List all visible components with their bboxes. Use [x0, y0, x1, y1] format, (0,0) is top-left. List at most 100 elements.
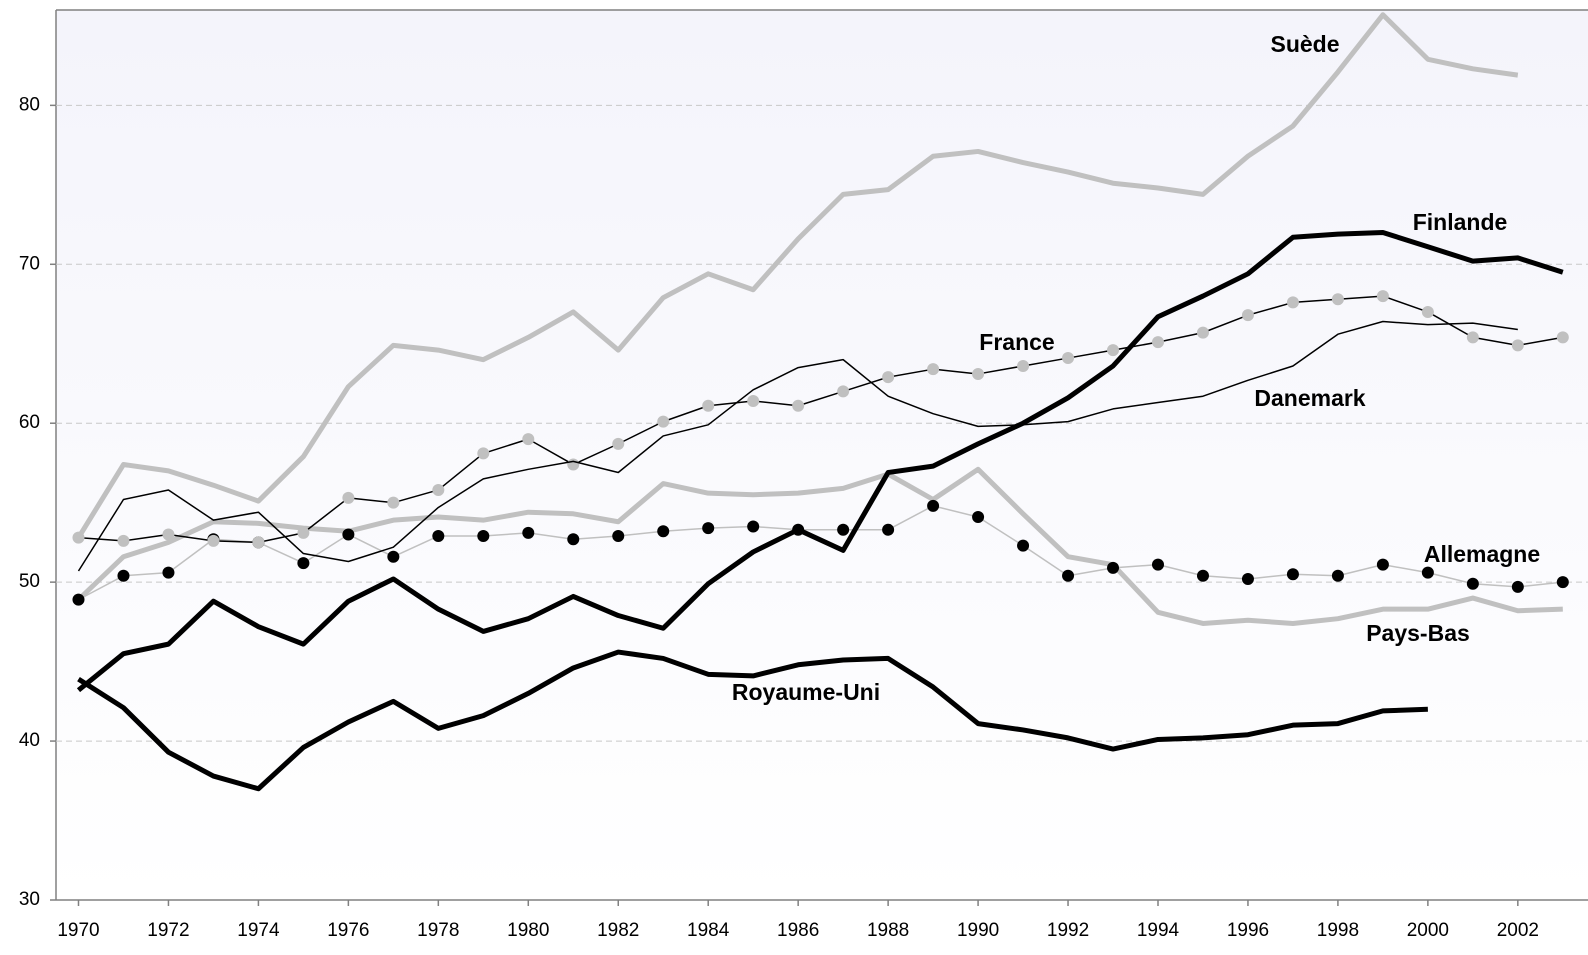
x-tick-label: 2000 [1407, 920, 1449, 941]
series-marker [927, 363, 940, 376]
series-marker [1062, 569, 1075, 582]
series-marker [702, 522, 715, 535]
series-marker [1286, 296, 1299, 309]
series-marker [1376, 290, 1389, 303]
series-marker [972, 367, 985, 380]
series-marker [1421, 305, 1434, 318]
x-tick-label: 1976 [327, 920, 369, 941]
y-tick-label: 80 [19, 94, 40, 115]
series-marker [567, 458, 580, 471]
x-tick-label: 1980 [507, 920, 549, 941]
series-marker [747, 394, 760, 407]
series-marker [1107, 561, 1120, 574]
series-marker [72, 593, 85, 606]
series-marker [747, 520, 760, 533]
series-marker [567, 533, 580, 546]
series-marker [657, 415, 670, 428]
x-tick-label: 1974 [237, 920, 280, 941]
series-marker [162, 566, 175, 579]
series-marker [1017, 360, 1030, 372]
x-tick-label: 1986 [777, 920, 819, 941]
series-marker [1241, 572, 1254, 585]
series-line [76, 230, 1564, 693]
series-marker [1556, 576, 1569, 589]
series-marker [882, 371, 895, 384]
series-marker [882, 523, 895, 536]
series-marker [612, 530, 625, 543]
series-marker [387, 496, 400, 509]
series-marker [1556, 331, 1569, 344]
series-label: Allemagne [1424, 541, 1540, 567]
series-label: Finlande [1413, 209, 1508, 235]
series-line [78, 295, 1563, 544]
series-marker [1241, 309, 1254, 322]
series-marker [837, 523, 850, 536]
series-marker [1017, 539, 1030, 552]
series-marker [1151, 558, 1164, 571]
x-tick-label: 1994 [1137, 920, 1180, 941]
series-line [77, 649, 1428, 792]
series-label: Danemark [1254, 385, 1365, 411]
x-tick-label: 1982 [597, 920, 639, 941]
series-marker [1062, 352, 1075, 365]
series-marker [522, 433, 535, 446]
series-marker [297, 557, 310, 570]
series-line [78, 505, 1563, 601]
y-tick-label: 50 [19, 571, 40, 592]
series-marker [1286, 568, 1299, 581]
series-marker [477, 447, 490, 460]
series-marker [792, 399, 805, 412]
series-marker [702, 399, 715, 412]
series-marker [387, 550, 400, 563]
x-tick-label: 1988 [867, 920, 909, 941]
series-marker [1151, 336, 1164, 349]
x-tick-label: 2002 [1497, 920, 1539, 941]
series-marker [1107, 344, 1120, 357]
x-tick-label: 1998 [1317, 920, 1359, 941]
series-marker [342, 491, 355, 504]
series-marker [1196, 326, 1209, 339]
series-marker [432, 530, 445, 543]
series-label: Royaume-Uni [732, 679, 880, 705]
series-marker [1511, 580, 1524, 593]
series-marker [1331, 569, 1344, 582]
series-label: France [979, 329, 1054, 355]
series-marker [342, 528, 355, 541]
series-marker [1466, 331, 1479, 344]
series-marker [1466, 577, 1479, 590]
series-line [76, 466, 1563, 626]
series-label: Suède [1270, 31, 1339, 57]
series-label: Pays-Bas [1366, 620, 1470, 646]
series-line [76, 12, 1519, 539]
series-marker [72, 531, 85, 544]
series-marker [252, 536, 265, 549]
x-tick-label: 1984 [687, 920, 730, 941]
x-tick-label: 1990 [957, 920, 999, 941]
series-marker [117, 569, 130, 582]
series-line [77, 320, 1518, 572]
series-marker [837, 385, 850, 398]
series-marker [612, 437, 625, 450]
series-marker [432, 483, 445, 496]
series-marker [927, 499, 940, 512]
y-tick-label: 60 [19, 412, 40, 433]
y-tick-label: 70 [19, 253, 40, 274]
series-marker [162, 528, 175, 541]
series-marker [1196, 569, 1209, 582]
series-marker [117, 534, 130, 547]
series-marker [1421, 566, 1434, 579]
series-marker [1511, 339, 1524, 352]
series-marker [297, 526, 310, 539]
series-marker [477, 530, 490, 543]
x-tick-label: 1996 [1227, 920, 1269, 941]
series-marker [1376, 558, 1389, 571]
x-tick-label: 1972 [147, 920, 189, 941]
series-marker [522, 526, 535, 539]
x-tick-label: 1970 [57, 920, 99, 941]
series-marker [657, 525, 670, 538]
y-tick-label: 30 [19, 889, 40, 910]
series-marker [1331, 293, 1344, 306]
series-marker [207, 534, 220, 547]
